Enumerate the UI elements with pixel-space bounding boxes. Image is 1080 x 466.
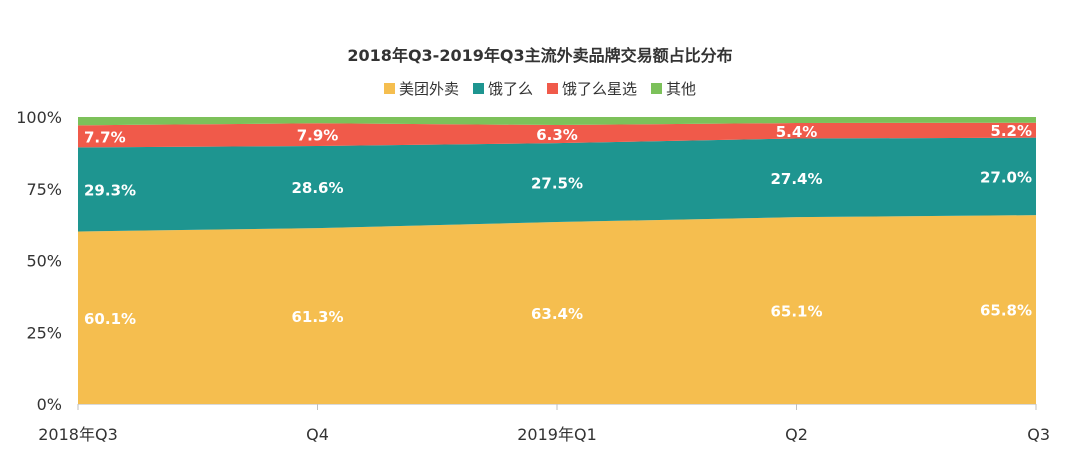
data-label: 65.1%: [770, 303, 822, 321]
data-label: 27.4%: [770, 170, 822, 188]
x-tick-label: 2018年Q3: [38, 425, 118, 444]
data-label: 5.2%: [990, 122, 1032, 140]
x-tick-label: Q3: [1027, 425, 1050, 444]
area-series-2: [78, 122, 1036, 148]
legend-item: 饿了么星选: [547, 78, 637, 99]
x-tick-label: Q4: [306, 425, 329, 444]
chart-title: 2018年Q3-2019年Q3主流外卖品牌交易额占比分布: [347, 46, 733, 65]
data-label: 63.4%: [531, 305, 583, 323]
y-tick-label: 100%: [16, 108, 62, 127]
data-label: 6.3%: [536, 126, 578, 144]
area-series-1: [78, 137, 1036, 232]
legend-item: 美团外卖: [383, 78, 459, 99]
data-label: 65.8%: [980, 302, 1032, 320]
legend: 美团外卖 饿了么 饿了么星选 其他: [0, 78, 1080, 99]
data-label: 29.3%: [84, 181, 136, 199]
data-label: 61.3%: [291, 308, 343, 326]
legend-label: 饿了么星选: [562, 80, 638, 98]
data-label: 5.4%: [776, 123, 818, 141]
legend-label: 美团外卖: [398, 80, 459, 98]
data-label: 7.9%: [297, 127, 339, 145]
legend-label: 饿了么: [487, 80, 533, 98]
data-label: 28.6%: [291, 179, 343, 197]
y-tick-label: 50%: [26, 252, 62, 271]
legend-swatch: [472, 83, 484, 94]
data-label: 60.1%: [84, 310, 136, 328]
x-tick-label: Q2: [785, 425, 808, 444]
legend-swatch: [547, 83, 558, 94]
data-label: 7.7%: [84, 128, 126, 146]
area-series-3: [78, 117, 1036, 126]
legend-item: 饿了么: [472, 78, 533, 99]
legend-swatch: [651, 83, 663, 94]
x-tick-label: 2019年Q1: [517, 425, 597, 444]
y-tick-label: 0%: [37, 395, 62, 414]
data-label: 27.5%: [531, 175, 583, 193]
area-series-0: [78, 215, 1036, 404]
data-label: 27.0%: [980, 168, 1032, 186]
legend-swatch: [383, 83, 395, 94]
legend-label: 其他: [666, 80, 697, 98]
y-tick-label: 25%: [26, 323, 62, 342]
legend-item: 其他: [651, 78, 696, 99]
y-tick-label: 75%: [26, 180, 62, 199]
